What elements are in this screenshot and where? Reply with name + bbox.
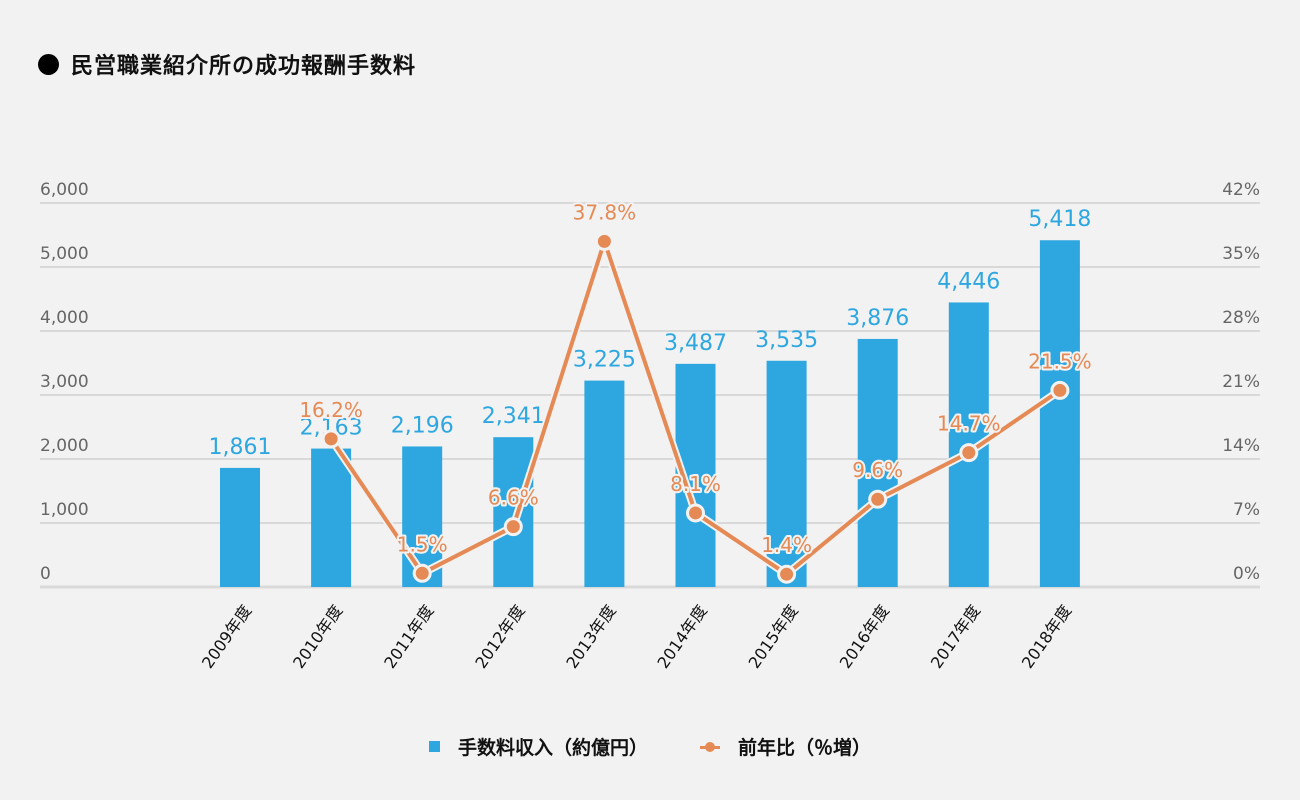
left-tick-label: 1,000 [40,500,89,520]
legend: 手数料収入（約億円） 前年比（％増） [0,733,1300,760]
bar [311,448,352,587]
left-tick-label: 2,000 [40,436,89,456]
chart-title-text: 民営職業紹介所の成功報酬手数料 [71,54,417,79]
bar [857,338,898,587]
right-tick-label: 0% [1233,564,1260,584]
legend-item-line[interactable]: 前年比（％増） [700,733,871,760]
line-data-label: 21.5% [1028,349,1092,373]
x-tick-label: 2011年度 [380,601,437,671]
line-data-label: 8.1% [670,472,721,496]
line-labels: 16.2% 1.5% 6.6% 37.8% 8.1% 1.4% 9.6% 14.7% 21.5% [297,198,1093,559]
bar [584,380,625,587]
x-axis-labels: 2009年度 2010年度 2011年度 2012年度 2013年度 2014年度 2015… [198,601,1075,671]
line-data-label: 1.4% [761,533,812,557]
x-tick-label: 2013年度 [562,601,619,671]
bar [766,360,807,587]
bar-data-label: 4,446 [937,269,1000,294]
left-tick-label: 6,000 [40,180,89,200]
legend-bar-swatch-icon [428,741,440,752]
bar-data-label: 1,861 [209,435,272,460]
bar [1039,240,1080,588]
right-tick-label: 28% [1222,308,1260,328]
right-tick-label: 35% [1222,244,1260,264]
line-point [594,231,614,251]
bar [493,437,534,587]
line-data-label: 1.5% [397,532,448,556]
bar-data-label: 3,225 [573,348,636,373]
bar [220,467,260,587]
line-point [1050,380,1070,400]
chart-title: 民営職業紹介所の成功報酬手数料 [38,48,416,80]
line-data-label: 6.6% [488,486,539,510]
x-tick-label: 2010年度 [289,601,346,671]
line-point [959,443,979,463]
bar-data-label: 2,341 [482,404,545,429]
right-axis-ticks: 0% 7% 14% 21% 28% 35% 42% [1222,180,1260,584]
x-tick-label: 2015年度 [745,601,802,671]
bar-data-label: 5,418 [1028,207,1091,232]
left-tick-label: 3,000 [40,372,89,392]
right-tick-label: 21% [1222,372,1260,392]
line-point [412,563,432,583]
legend-item-bar[interactable]: 手数料収入（約億円） [428,733,648,760]
line-point [777,564,797,584]
line-data-label: 37.8% [573,200,637,224]
x-tick-label: 2017年度 [927,601,984,671]
line-data-label: 14.7% [937,412,1001,436]
bar-data-label: 3,487 [664,331,727,356]
line-data-label: 9.6% [852,458,903,482]
title-bullet-icon [38,53,59,75]
bar-data-label: 3,876 [846,306,909,331]
x-tick-label: 2016年度 [836,601,893,671]
x-tick-label: 2012年度 [471,601,528,671]
bar-data-label: 3,535 [755,328,818,353]
line-series [321,231,1070,584]
line-point [868,489,888,509]
left-tick-label: 4,000 [40,308,89,328]
x-tick-label: 2018年度 [1018,601,1075,671]
line-data-label: 16.2% [299,398,363,422]
x-tick-label: 2014年度 [653,601,710,671]
legend-bar-label: 手数料収入（約億円） [457,737,648,759]
left-axis-ticks: 0 1,000 2,000 3,000 4,000 5,000 6,000 [40,180,89,584]
right-tick-label: 42% [1222,180,1260,200]
right-tick-label: 14% [1222,436,1260,456]
x-tick-label: 2009年度 [198,601,255,671]
legend-line-label: 前年比（％増） [738,737,872,759]
right-tick-label: 7% [1233,500,1260,520]
line-point [686,503,705,523]
line-point [503,517,523,537]
line-point [321,429,341,449]
left-tick-label: 0 [40,564,51,584]
legend-line-swatch-icon [700,741,720,753]
left-tick-label: 5,000 [40,244,89,264]
bar-data-label: 2,196 [391,413,454,438]
